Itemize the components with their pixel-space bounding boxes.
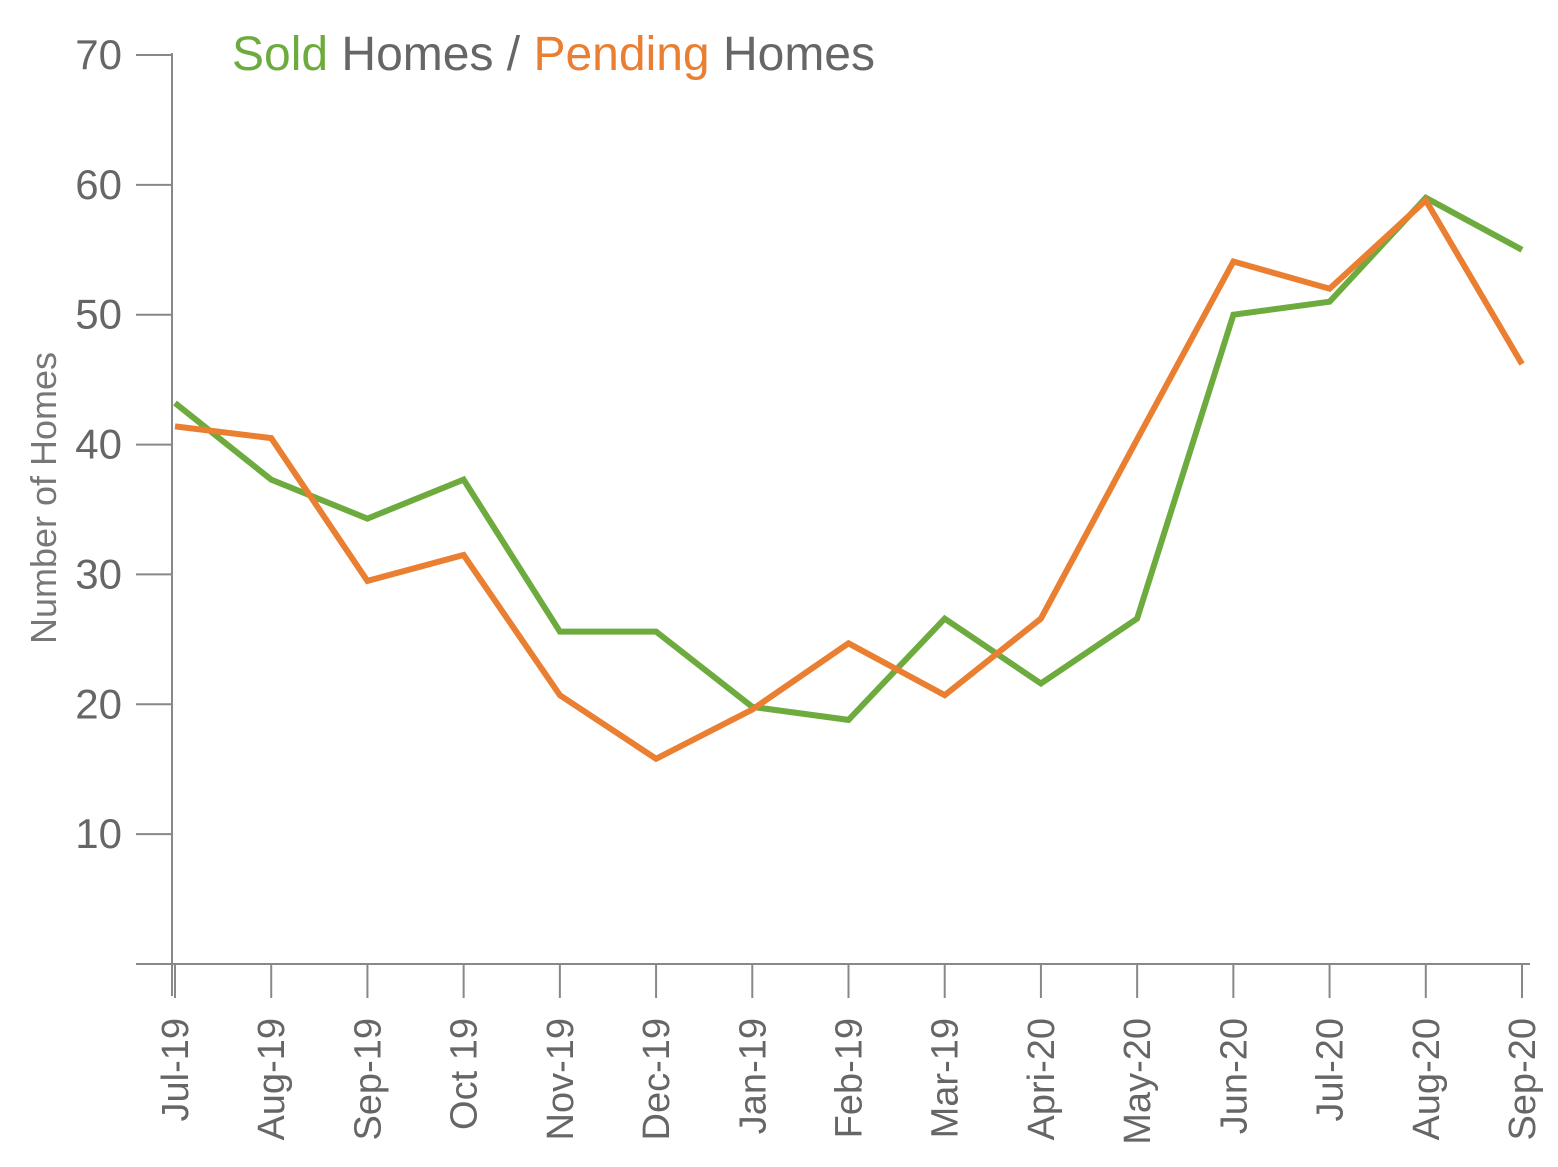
- y-axis-ticks: 10 20 30 40 50 60 70: [75, 31, 172, 857]
- data-point-pending: [1230, 258, 1236, 264]
- x-axis-ticks: Jul-19 Aug-19 Sep-19 Oct 19 Nov-19 Dec-19 Jan-…: [155, 964, 1544, 1145]
- y-tick-label: 70: [75, 31, 122, 78]
- data-point-sold: [1327, 299, 1333, 305]
- data-point-sold: [1134, 616, 1140, 622]
- x-tick-label: Jan-19: [732, 1018, 774, 1134]
- y-tick-label: 30: [75, 550, 122, 597]
- data-point-sold: [846, 717, 852, 723]
- x-tick-label: Oct 19: [444, 1018, 486, 1130]
- data-point-sold: [1038, 681, 1044, 687]
- data-point-pending: [1038, 616, 1044, 622]
- y-tick-label: 10: [75, 810, 122, 857]
- y-tick-label: 40: [75, 421, 122, 468]
- x-tick-label: Nov-19: [540, 1018, 582, 1141]
- data-point-sold: [461, 477, 467, 483]
- data-point-sold: [942, 616, 948, 622]
- data-point-sold: [653, 629, 659, 635]
- chart-title-part-2: Pending: [533, 28, 709, 81]
- x-tick-label: May-20: [1117, 1018, 1159, 1145]
- data-point-pending: [172, 423, 178, 429]
- data-point-pending: [1327, 286, 1333, 292]
- data-point-pending: [1519, 361, 1525, 367]
- chart-title-part-1: Homes /: [328, 28, 533, 81]
- x-tick-label: Aug-20: [1406, 1018, 1448, 1141]
- data-point-pending: [846, 640, 852, 646]
- data-point-pending: [749, 706, 755, 712]
- data-point-sold: [172, 400, 178, 406]
- data-point-pending: [557, 692, 563, 698]
- series-line-sold: [173, 194, 1524, 724]
- series-lines: [172, 194, 1525, 763]
- data-point-sold: [1519, 247, 1525, 253]
- x-tick-label: Sep-19: [347, 1018, 389, 1141]
- data-point-pending: [268, 435, 274, 441]
- x-tick-label: Jul-20: [1310, 1018, 1352, 1122]
- data-point-sold: [557, 629, 563, 635]
- data-point-pending: [1423, 197, 1429, 203]
- data-point-sold: [364, 516, 370, 522]
- x-tick-label: Jul-19: [155, 1018, 197, 1122]
- chart-title: Sold Homes / Pending Homes: [232, 28, 875, 81]
- data-point-pending: [364, 578, 370, 584]
- x-tick-label: Mar-19: [925, 1018, 967, 1138]
- x-tick-label: Apri-20: [1021, 1018, 1063, 1141]
- y-axis-label: Number of Homes: [23, 352, 64, 644]
- chart-title-part-3: Homes: [710, 28, 875, 81]
- data-point-sold: [1230, 312, 1236, 318]
- x-tick-label: Aug-19: [251, 1018, 293, 1141]
- chart-title-part-0: Sold: [232, 28, 328, 81]
- series-line-pending: [174, 195, 1525, 763]
- y-tick-label: 60: [75, 161, 122, 208]
- x-tick-label: Feb-19: [829, 1018, 871, 1138]
- y-tick-label: 20: [75, 680, 122, 727]
- data-point-pending: [942, 692, 948, 698]
- x-tick-label: Sep-20: [1502, 1018, 1544, 1141]
- data-point-sold: [268, 477, 274, 483]
- y-tick-label: 50: [75, 291, 122, 338]
- x-tick-label: Dec-19: [636, 1018, 678, 1141]
- data-point-pending: [1134, 436, 1140, 442]
- data-point-pending: [461, 552, 467, 558]
- series-points-pending: [172, 197, 1525, 761]
- data-point-pending: [653, 756, 659, 762]
- x-tick-label: Jun-20: [1213, 1018, 1255, 1134]
- axes: [136, 53, 1530, 996]
